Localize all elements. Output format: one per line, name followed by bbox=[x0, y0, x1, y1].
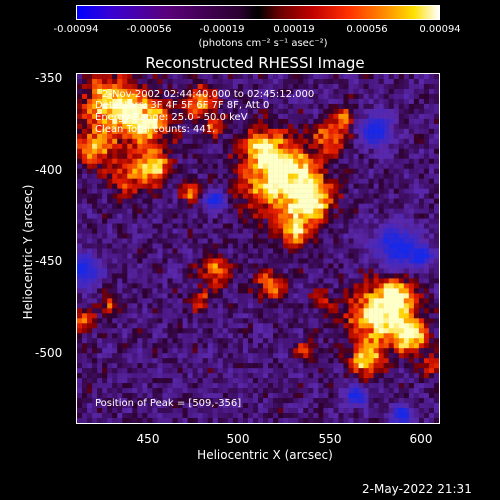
colorbar-tick: -0.00019 bbox=[199, 24, 245, 35]
y-axis-label: Heliocentric Y (arcsec) bbox=[21, 184, 35, 320]
colorbar-tick: 0.00019 bbox=[273, 24, 315, 35]
colorbar bbox=[76, 5, 440, 20]
peak-position-label: Position of Peak = [509,-356] bbox=[95, 398, 242, 409]
y-tick-label: -450 bbox=[35, 254, 63, 268]
colorbar-tick: 0.00094 bbox=[419, 24, 461, 35]
colorbar-tick: 0.00056 bbox=[346, 24, 388, 35]
x-tick-label: 550 bbox=[318, 432, 342, 446]
colorbar-tick: -0.00056 bbox=[126, 24, 172, 35]
colorbar-tick: -0.00094 bbox=[53, 24, 99, 35]
detectors-label: Detectors: 3F 4F 5F 6F 7F 8F, Att 0 bbox=[95, 100, 270, 111]
x-tick-label: 500 bbox=[226, 432, 250, 446]
plot-timestamp: 2-May-2022 21:31 bbox=[362, 482, 472, 496]
y-tick-label: -400 bbox=[35, 163, 63, 177]
image-title: Reconstructed RHESSI Image bbox=[145, 54, 365, 72]
time-range-label: 2-Nov-2002 02:44:40.000 to 02:45:12.000 bbox=[102, 89, 315, 100]
intensity-map bbox=[77, 74, 439, 423]
method-counts-label: Clean Total counts: 441. bbox=[95, 124, 216, 135]
x-tick-label: 600 bbox=[409, 432, 433, 446]
x-tick-label: 450 bbox=[136, 432, 160, 446]
y-tick-label: -350 bbox=[35, 71, 63, 85]
rhessi-image bbox=[76, 73, 440, 424]
x-axis-label: Heliocentric X (arcsec) bbox=[197, 448, 333, 462]
y-tick-label: -500 bbox=[35, 346, 63, 360]
colorbar-units: (photons cm⁻² s⁻¹ asec⁻²) bbox=[198, 38, 328, 49]
energy-range-label: Energy Range: 25.0 - 50.0 keV bbox=[95, 112, 248, 123]
